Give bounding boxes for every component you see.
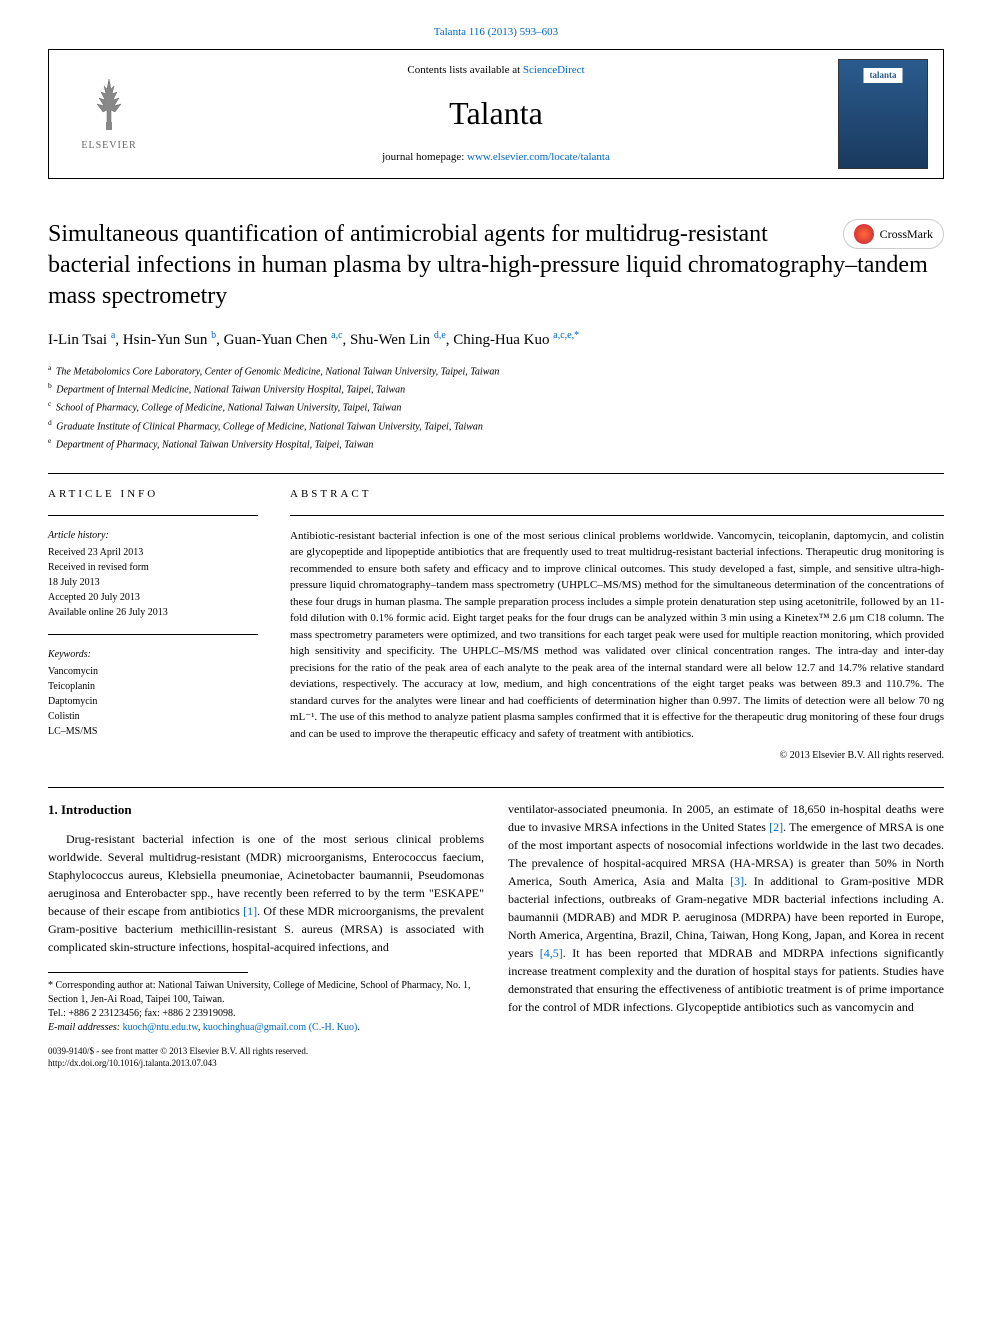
corresponding-text: * Corresponding author at: National Taiw… bbox=[48, 979, 484, 1007]
keyword: LC–MS/MS bbox=[48, 724, 258, 739]
affiliations: a The Metabolomics Core Laboratory, Cent… bbox=[48, 362, 944, 454]
journal-cover-label: talanta bbox=[864, 68, 903, 84]
article-history: Article history: Received 23 April 2013 … bbox=[48, 528, 258, 620]
history-item: Received in revised form bbox=[48, 560, 258, 575]
article-title: Simultaneous quantification of antimicro… bbox=[48, 219, 944, 313]
authors-line: I-Lin Tsai a, Hsin-Yun Sun b, Guan-Yuan … bbox=[48, 328, 944, 352]
publisher-name: ELSEVIER bbox=[81, 138, 136, 153]
body-right-column: ventilator-associated pneumonia. In 2005… bbox=[508, 800, 944, 1070]
history-title: Article history: bbox=[48, 528, 258, 543]
keyword: Teicoplanin bbox=[48, 679, 258, 694]
email-link[interactable]: kuoch@ntu.edu.tw bbox=[123, 1022, 198, 1033]
author: Hsin-Yun Sun b bbox=[123, 332, 216, 348]
divider bbox=[48, 473, 944, 474]
issn-text: 0039-9140/$ - see front matter © 2013 El… bbox=[48, 1045, 484, 1058]
divider bbox=[290, 515, 944, 516]
journal-cover-area: talanta bbox=[823, 50, 943, 178]
author: Guan-Yuan Chen a,c bbox=[224, 332, 343, 348]
homepage-line: journal homepage: www.elsevier.com/locat… bbox=[169, 149, 823, 166]
citation-link[interactable]: [3] bbox=[730, 874, 744, 888]
affiliation: c School of Pharmacy, College of Medicin… bbox=[48, 398, 944, 416]
crossmark-icon bbox=[854, 224, 874, 244]
journal-name: Talanta bbox=[169, 89, 823, 137]
header-center: Contents lists available at ScienceDirec… bbox=[169, 62, 823, 165]
email-line: E-mail addresses: kuoch@ntu.edu.tw, kuoc… bbox=[48, 1021, 484, 1035]
affiliation: b Department of Internal Medicine, Natio… bbox=[48, 380, 944, 398]
abstract-copyright: © 2013 Elsevier B.V. All rights reserved… bbox=[290, 748, 944, 763]
email-label: E-mail addresses: bbox=[48, 1022, 123, 1033]
page-container: Talanta 116 (2013) 593–603 ELSEVIER Cont… bbox=[0, 0, 992, 1110]
divider bbox=[48, 515, 258, 516]
affiliation: d Graduate Institute of Clinical Pharmac… bbox=[48, 417, 944, 435]
divider bbox=[48, 787, 944, 788]
crossmark-badge[interactable]: CrossMark bbox=[843, 219, 944, 249]
author: I-Lin Tsai a bbox=[48, 332, 115, 348]
publisher-logo-area: ELSEVIER bbox=[49, 50, 169, 178]
article-info-column: ARTICLE INFO Article history: Received 2… bbox=[48, 486, 258, 763]
divider bbox=[48, 634, 258, 635]
history-item: Accepted 20 July 2013 bbox=[48, 590, 258, 605]
keywords-title: Keywords: bbox=[48, 647, 258, 662]
footnote-separator bbox=[48, 972, 248, 973]
homepage-link[interactable]: www.elsevier.com/locate/talanta bbox=[467, 151, 610, 163]
abstract-column: ABSTRACT Antibiotic-resistant bacterial … bbox=[290, 486, 944, 763]
citation-link[interactable]: [2] bbox=[769, 820, 783, 834]
contents-prefix: Contents lists available at bbox=[407, 64, 522, 76]
journal-cover: talanta bbox=[838, 59, 928, 169]
history-item: Available online 26 July 2013 bbox=[48, 605, 258, 620]
journal-header: ELSEVIER Contents lists available at Sci… bbox=[48, 49, 944, 179]
body-paragraph: Drug-resistant bacterial infection is on… bbox=[48, 830, 484, 956]
top-citation-link[interactable]: Talanta 116 (2013) 593–603 bbox=[434, 26, 558, 38]
email-link[interactable]: kuochinghua@gmail.com (C.-H. Kuo) bbox=[203, 1022, 357, 1033]
body-left-column: 1. Introduction Drug-resistant bacterial… bbox=[48, 800, 484, 1070]
crossmark-label: CrossMark bbox=[880, 225, 933, 243]
elsevier-logo: ELSEVIER bbox=[69, 69, 149, 159]
homepage-prefix: journal homepage: bbox=[382, 151, 467, 163]
top-citation: Talanta 116 (2013) 593–603 bbox=[48, 24, 944, 41]
doi-text: http://dx.doi.org/10.1016/j.talanta.2013… bbox=[48, 1057, 484, 1070]
sciencedirect-link[interactable]: ScienceDirect bbox=[523, 64, 585, 76]
issn-doi: 0039-9140/$ - see front matter © 2013 El… bbox=[48, 1045, 484, 1070]
citation-link[interactable]: [1] bbox=[243, 904, 257, 918]
keyword: Colistin bbox=[48, 709, 258, 724]
info-abstract-row: ARTICLE INFO Article history: Received 2… bbox=[48, 486, 944, 763]
section-heading: 1. Introduction bbox=[48, 800, 484, 820]
elsevier-tree-icon bbox=[79, 74, 139, 134]
corresponding-author-footnote: * Corresponding author at: National Taiw… bbox=[48, 979, 484, 1035]
affiliation: a The Metabolomics Core Laboratory, Cent… bbox=[48, 362, 944, 380]
history-item: 18 July 2013 bbox=[48, 575, 258, 590]
keyword: Vancomycin bbox=[48, 664, 258, 679]
article-info-header: ARTICLE INFO bbox=[48, 486, 258, 503]
affiliation: e Department of Pharmacy, National Taiwa… bbox=[48, 435, 944, 453]
abstract-header: ABSTRACT bbox=[290, 486, 944, 503]
abstract-text: Antibiotic-resistant bacterial infection… bbox=[290, 528, 944, 743]
contents-line: Contents lists available at ScienceDirec… bbox=[169, 62, 823, 79]
history-item: Received 23 April 2013 bbox=[48, 545, 258, 560]
author: Ching-Hua Kuo a,c,e,* bbox=[453, 332, 579, 348]
keywords-block: Keywords: Vancomycin Teicoplanin Daptomy… bbox=[48, 647, 258, 739]
author: Shu-Wen Lin d,e bbox=[350, 332, 446, 348]
body-paragraph: ventilator-associated pneumonia. In 2005… bbox=[508, 800, 944, 1016]
tel-fax: Tel.: +886 2 23123456; fax: +886 2 23919… bbox=[48, 1007, 484, 1021]
citation-link[interactable]: [4,5] bbox=[540, 946, 563, 960]
body-columns: 1. Introduction Drug-resistant bacterial… bbox=[48, 800, 944, 1070]
keyword: Daptomycin bbox=[48, 694, 258, 709]
